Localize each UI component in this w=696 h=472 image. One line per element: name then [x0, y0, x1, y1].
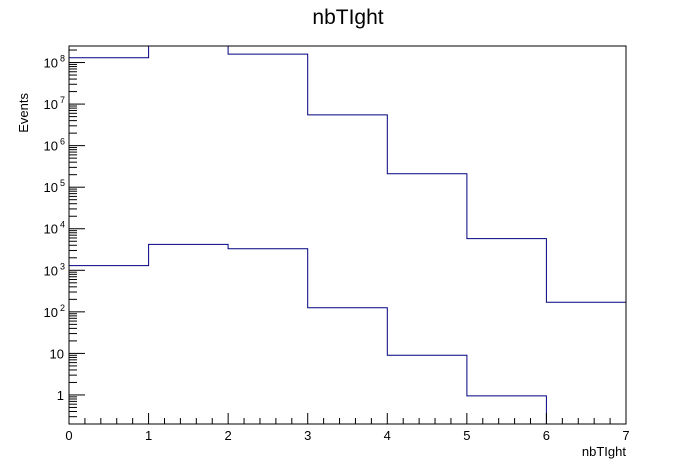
y-tick-label: 10 — [44, 180, 58, 195]
x-tick-label: 0 — [65, 428, 72, 443]
x-tick-label: 4 — [384, 428, 391, 443]
y-tick-label: 10 — [44, 263, 58, 278]
series-1-step-line — [69, 45, 626, 303]
plot-frame — [68, 45, 627, 425]
y-tick-exponent: 4 — [60, 220, 65, 230]
x-tick-label: 5 — [463, 428, 470, 443]
y-tick-label: 10 — [44, 56, 58, 71]
y-tick-label: 10 — [44, 222, 58, 237]
x-tick-label: 1 — [145, 428, 152, 443]
y-tick-label: 10 — [44, 97, 58, 112]
x-tick-label: 6 — [543, 428, 550, 443]
y-tick-label: 10 — [44, 139, 58, 154]
x-tick-label: 3 — [304, 428, 311, 443]
y-tick-exponent: 8 — [60, 54, 65, 64]
y-tick-exponent: 5 — [60, 178, 65, 188]
y-tick-exponent: 6 — [60, 137, 65, 147]
y-tick-label: 1 — [57, 388, 64, 403]
y-tick-exponent: 2 — [60, 303, 65, 313]
x-axis-label: nbTIght — [582, 444, 626, 459]
chart-title: nbTIght — [312, 6, 383, 29]
y-tick-label: 10 — [50, 346, 64, 361]
y-tick-exponent: 3 — [60, 261, 65, 271]
y-tick-label: 10 — [44, 305, 58, 320]
y-axis-label: Events — [16, 93, 31, 133]
x-tick-label: 2 — [225, 428, 232, 443]
y-tick-exponent: 7 — [60, 95, 65, 105]
x-tick-label: 7 — [622, 428, 629, 443]
series-2-step-line — [69, 243, 626, 425]
